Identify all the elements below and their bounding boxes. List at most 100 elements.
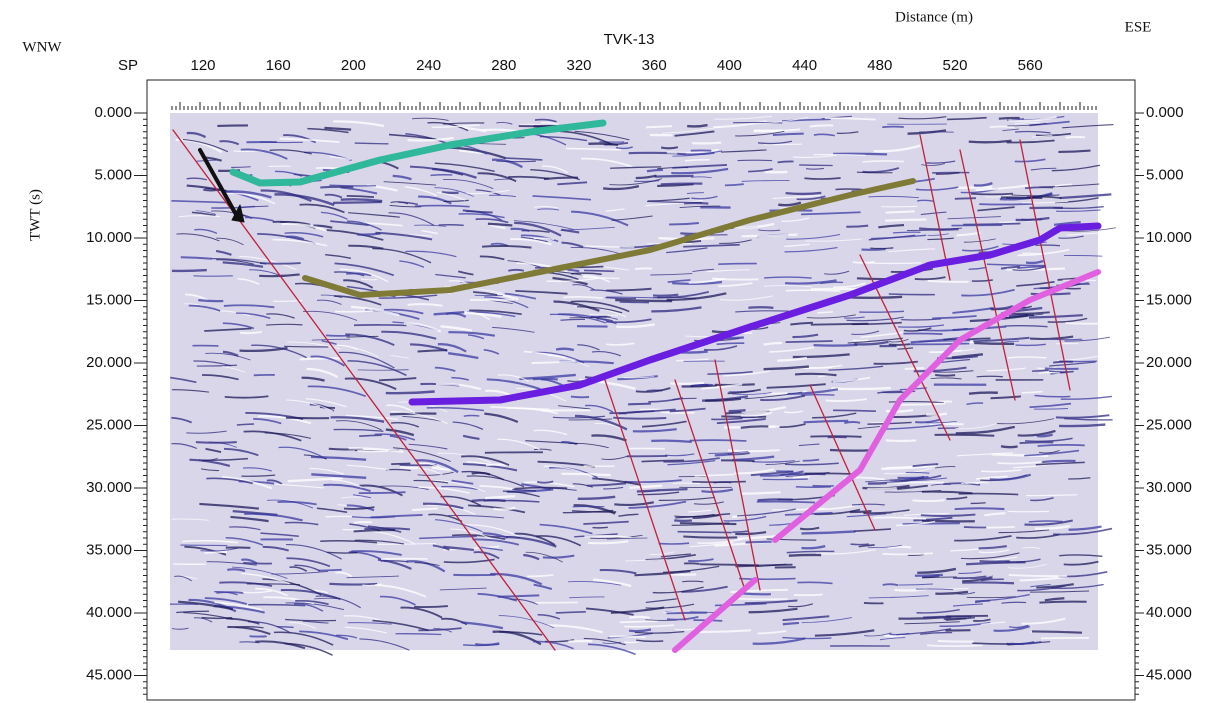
reflector <box>746 542 772 543</box>
reflector <box>357 451 388 452</box>
y-tick-label-left: 45.000 <box>86 666 132 683</box>
reflector <box>646 126 672 127</box>
reflector <box>692 482 746 483</box>
reflector <box>1020 442 1054 443</box>
reflector <box>728 450 780 451</box>
reflector <box>1039 602 1086 603</box>
reflector <box>959 494 1019 495</box>
reflector <box>789 555 821 556</box>
reflector <box>674 520 692 521</box>
reflector <box>748 307 773 308</box>
reflector <box>684 563 700 564</box>
reflector <box>963 223 1020 224</box>
reflector <box>833 410 876 411</box>
reflector <box>977 376 1003 377</box>
y-tick-label-right: 40.000 <box>1146 604 1192 621</box>
reflector <box>359 435 382 436</box>
reflector <box>485 452 543 453</box>
reflector <box>712 279 758 280</box>
reflector <box>556 612 586 613</box>
reflector <box>678 532 732 533</box>
x-tick-label: 320 <box>566 57 591 74</box>
reflector <box>715 454 733 455</box>
reflector <box>923 617 971 618</box>
y-tick-label-right: 45.000 <box>1146 666 1192 683</box>
reflector <box>659 543 689 544</box>
y-tick-label-right: 20.000 <box>1146 354 1192 371</box>
y-tick-label-right: 25.000 <box>1146 416 1192 433</box>
reflector <box>496 161 535 162</box>
x-tick-label: 480 <box>867 57 892 74</box>
reflector <box>692 143 721 144</box>
reflector <box>796 487 831 488</box>
y-tick-label-right: 5.000 <box>1146 166 1184 183</box>
x-tick-label: 520 <box>942 57 967 74</box>
reflector <box>763 479 808 480</box>
y-tick-label-right: 30.000 <box>1146 479 1192 496</box>
reflector <box>1008 357 1047 358</box>
reflector <box>486 464 508 465</box>
reflector <box>300 358 342 359</box>
reflector <box>990 126 1015 127</box>
reflector <box>354 325 406 326</box>
reflector <box>354 522 372 523</box>
reflector <box>778 161 794 162</box>
reflector <box>935 435 995 436</box>
reflector <box>955 508 1005 509</box>
reflector <box>615 300 672 301</box>
reflector <box>814 345 858 346</box>
reflector <box>786 290 840 291</box>
reflector <box>969 393 998 394</box>
y-tick-label-right: 10.000 <box>1146 229 1192 246</box>
reflector <box>783 623 799 624</box>
reflector <box>739 579 795 580</box>
reflector <box>198 300 223 301</box>
reflector <box>971 503 986 504</box>
reflector <box>661 147 678 148</box>
reflector <box>1022 253 1040 254</box>
x-tick-label: 160 <box>266 57 291 74</box>
reflector <box>889 294 935 295</box>
right-direction: ESE <box>1125 19 1152 35</box>
reflector <box>962 582 1014 583</box>
reflector <box>935 375 955 376</box>
x-tick-label: 240 <box>416 57 441 74</box>
reflector <box>757 502 815 503</box>
reflector <box>320 187 353 188</box>
reflector <box>335 311 373 312</box>
y-tick-label-left: 35.000 <box>86 541 132 558</box>
reflector <box>817 312 833 313</box>
reflector <box>381 559 428 560</box>
reflector <box>442 192 459 193</box>
y-tick-label-left: 25.000 <box>86 416 132 433</box>
y-tick-label-right: 35.000 <box>1146 541 1192 558</box>
reflector <box>286 418 329 419</box>
reflector <box>805 473 854 474</box>
reflector <box>1041 638 1089 639</box>
reflector <box>928 281 969 282</box>
line-name: TVK-13 <box>604 31 655 48</box>
reflector <box>243 563 272 564</box>
reflector <box>196 442 237 443</box>
reflector <box>690 440 747 441</box>
reflector <box>889 344 910 345</box>
reflector <box>588 144 618 145</box>
y-tick-label-left: 20.000 <box>86 354 132 371</box>
reflector <box>938 641 974 642</box>
reflector <box>974 343 1014 344</box>
reflector <box>1001 446 1018 447</box>
reflector <box>786 193 822 194</box>
reflector <box>846 226 868 227</box>
x-tick-label: 560 <box>1018 57 1043 74</box>
reflector <box>620 621 658 622</box>
reflector <box>172 270 207 271</box>
reflector <box>729 410 746 411</box>
reflector <box>667 613 708 614</box>
reflector <box>651 441 691 442</box>
reflector <box>915 575 943 576</box>
reflector <box>683 536 737 537</box>
reflector <box>903 333 942 334</box>
reflector <box>742 593 771 594</box>
reflector <box>556 349 574 350</box>
reflector <box>391 464 410 465</box>
